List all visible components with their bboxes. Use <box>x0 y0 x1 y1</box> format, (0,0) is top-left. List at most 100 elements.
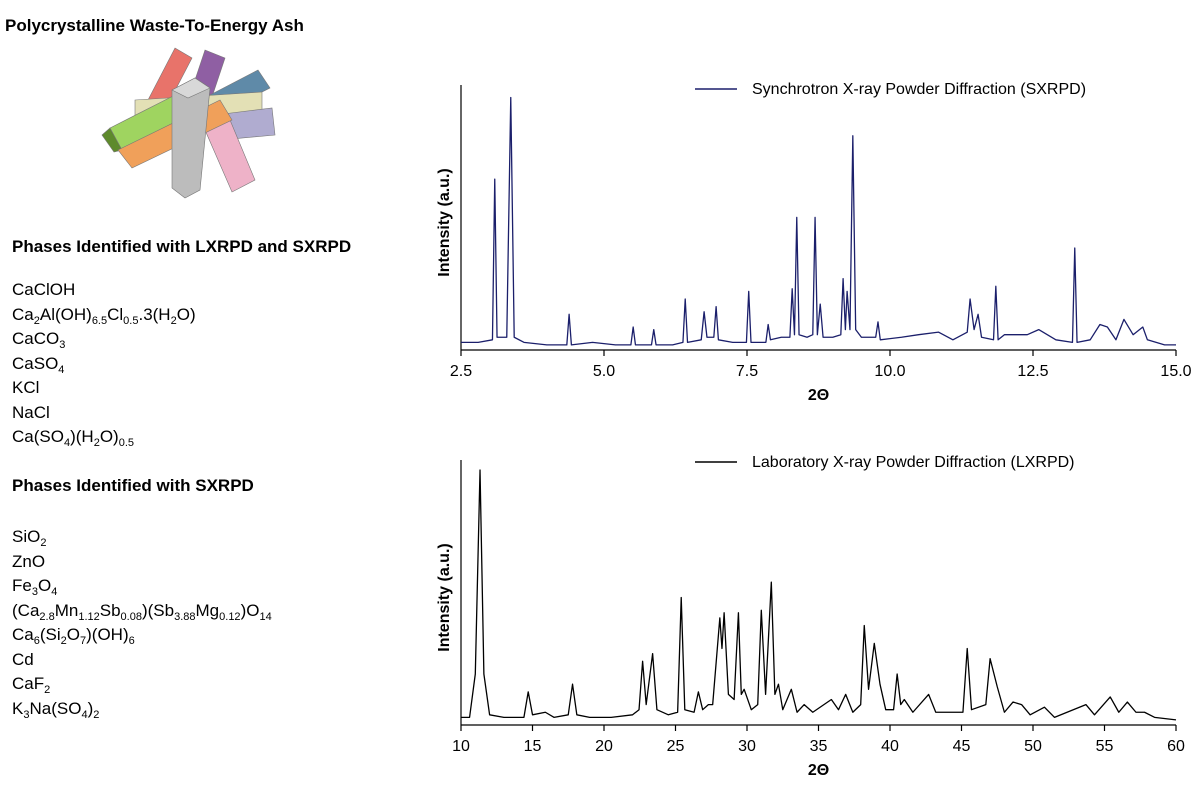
formula: Ca(SO4)(H2O)0.5 <box>12 427 135 449</box>
formula-text: Ca <box>12 625 34 644</box>
x-tick-label: 40 <box>881 738 899 755</box>
formula-subscript: 0.12 <box>219 610 241 623</box>
data-line <box>461 96 1176 346</box>
formula: CaF2 <box>12 674 51 696</box>
formula: (Ca2.8Mn1.12Sb0.08)(Sb3.88Mg0.12)O14 <box>12 600 272 623</box>
x-tick-label: 15.0 <box>1160 363 1191 380</box>
formula-text: .3(H <box>138 304 171 324</box>
x-tick-label: 5.0 <box>593 363 615 380</box>
x-tick-label: 12.5 <box>1017 363 1048 380</box>
formula-text: Cd <box>12 649 34 669</box>
section-heading: Phases Identified with LXRPD and SXRPD <box>12 237 352 256</box>
x-axis-label: 2Θ <box>808 387 829 404</box>
formula-text: SiO <box>12 527 41 546</box>
crystal-illustration <box>101 47 276 199</box>
x-tick-label: 45 <box>953 738 971 755</box>
formula-subscript: 0.08 <box>120 610 142 623</box>
formula-text: Cl <box>107 304 124 324</box>
formula-text: NaCl <box>12 402 50 422</box>
formula-text: O <box>66 625 80 644</box>
formula-subscript: 4 <box>81 708 88 721</box>
formula-text: O) <box>176 304 196 324</box>
formula-subscript: 7 <box>80 635 87 647</box>
formula-text: CaF <box>12 674 45 693</box>
x-axis-label: 2Θ <box>808 762 829 779</box>
formula-text: Al(OH) <box>39 304 92 324</box>
formula-text: Fe <box>12 576 32 595</box>
x-tick-label: 25 <box>667 738 685 755</box>
formula-text: ZnO <box>12 551 46 571</box>
formula-subscript: 3 <box>31 586 38 598</box>
x-tick-label: 15 <box>524 738 542 755</box>
formula-text: CaSO <box>12 353 59 373</box>
formula-text: Na(SO <box>29 698 82 718</box>
y-axis-label: Intensity (a.u.) <box>436 168 453 276</box>
x-tick-label: 60 <box>1167 738 1185 755</box>
x-tick-label: 35 <box>810 738 828 755</box>
legend-label: Synchrotron X-ray Powder Diffraction (SX… <box>752 81 1086 98</box>
formula-text: )O <box>240 600 260 620</box>
x-tick-label: 2.5 <box>450 363 472 380</box>
x-tick-label: 10 <box>452 738 470 755</box>
section-heading: Phases Identified with SXRPD <box>12 476 254 495</box>
formula: SiO2 <box>12 527 47 549</box>
formula-subscript: 2 <box>40 537 47 549</box>
formula-subscript: 2 <box>93 708 100 721</box>
formula-subscript: 0.5 <box>123 314 139 327</box>
formula-subscript: 6 <box>33 635 40 647</box>
x-tick-label: 10.0 <box>874 363 905 380</box>
formula: CaSO4 <box>12 353 65 376</box>
formula-text: )(OH) <box>86 625 129 644</box>
formula: KCl <box>12 378 39 398</box>
formula-subscript: 2 <box>33 314 40 327</box>
formula: CaCO3 <box>12 329 66 351</box>
formula-text: (Ca <box>12 600 40 620</box>
x-tick-label: 20 <box>595 738 613 755</box>
formula: Fe3O4 <box>12 576 58 598</box>
formula-subscript: 14 <box>259 610 272 623</box>
formula-subscript: 6.5 <box>91 314 108 327</box>
formula-text: Ca <box>12 304 34 324</box>
x-tick-label: 7.5 <box>736 363 758 380</box>
formula: NaCl <box>12 403 50 423</box>
legend-label: Laboratory X-ray Powder Diffraction (LXR… <box>752 454 1075 471</box>
x-tick-label: 55 <box>1096 738 1114 755</box>
formula-subscript: 3.88 <box>174 610 196 623</box>
formula-text: CaClOH <box>12 280 76 299</box>
formula-subscript: 3 <box>23 708 30 721</box>
formula-text: (Si <box>39 625 61 644</box>
formula-text: Sb <box>99 600 121 620</box>
formula-subscript: 2 <box>60 635 67 647</box>
formula: Ca6(Si2O7)(OH)6 <box>12 625 135 647</box>
formula-text: KCl <box>12 378 40 397</box>
formula: K3Na(SO4)2 <box>12 698 100 721</box>
formula-subscript: 4 <box>58 363 65 376</box>
formula-text: Ca(SO <box>12 427 64 446</box>
x-tick-label: 50 <box>1024 738 1042 755</box>
formula-text: Mg <box>195 600 220 620</box>
formula-subscript: 2 <box>93 437 100 449</box>
formula-subscript: 4 <box>51 586 58 598</box>
formula-text: )(Sb <box>141 600 175 620</box>
formula-text: ) <box>87 698 94 718</box>
formula-subscript: 6 <box>128 635 135 647</box>
figure-title: Polycrystalline Waste-To-Energy Ash <box>5 16 304 35</box>
formula: ZnO <box>12 552 45 572</box>
formula-subscript: 2.8 <box>39 610 55 623</box>
formula-subscript: 2 <box>44 684 51 696</box>
formula: CaClOH <box>12 280 75 300</box>
formula-text: O <box>37 576 52 595</box>
formula-subscript: 1.12 <box>78 610 100 623</box>
formula-subscript: 0.5 <box>118 437 135 449</box>
formula: Ca2Al(OH)6.5Cl0.5.3(H2O) <box>12 304 196 327</box>
formula-subscript: 2 <box>170 314 177 327</box>
formula-subscript: 3 <box>59 339 66 351</box>
formula-text: O) <box>99 427 119 446</box>
formula-text: K <box>12 698 24 718</box>
y-axis-label: Intensity (a.u.) <box>436 543 453 651</box>
data-line <box>461 469 1177 721</box>
formula-subscript: 4 <box>63 437 71 449</box>
formula: Cd <box>12 650 34 670</box>
